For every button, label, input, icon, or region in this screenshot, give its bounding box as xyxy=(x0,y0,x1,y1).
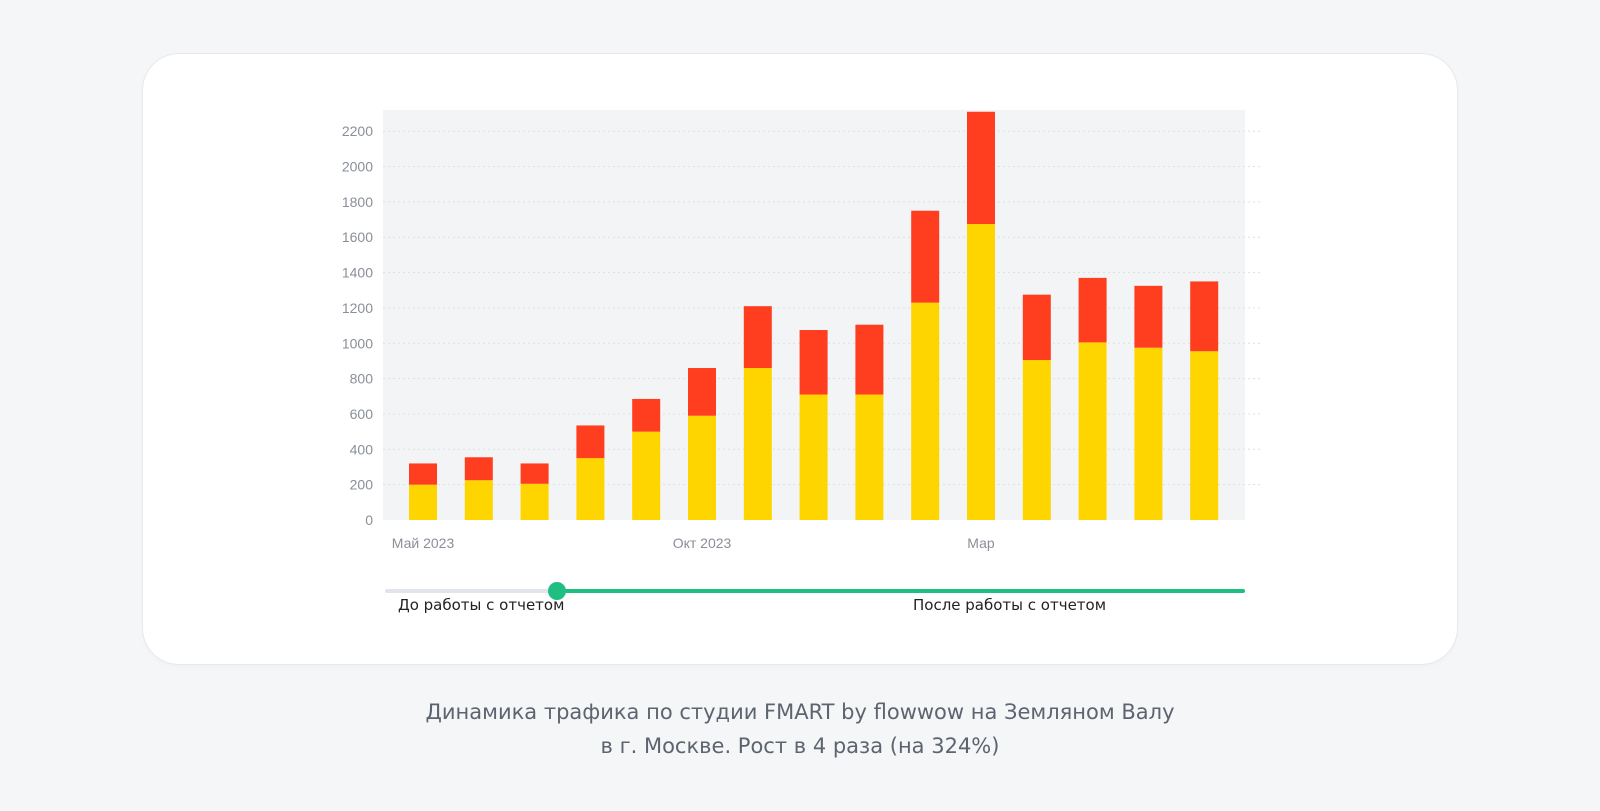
bar-segment-yellow xyxy=(743,368,772,520)
caption-line-1: Динамика трафика по студии FMART by flow… xyxy=(425,700,1175,724)
bar-segment-yellow xyxy=(799,394,828,520)
bar-segment-yellow xyxy=(576,458,605,520)
after-label: После работы с отчетом xyxy=(913,596,1107,614)
bar-segment-yellow xyxy=(967,223,995,521)
y-tick-label: 2000 xyxy=(342,159,373,175)
bar-segment-yellow xyxy=(855,394,884,520)
y-tick-label: 1600 xyxy=(342,229,373,245)
bar-segment-yellow xyxy=(409,484,437,520)
x-tick-label: Окт 2023 xyxy=(673,535,732,551)
caption-line-2: в г. Москве. Рост в 4 раза (на 324%) xyxy=(600,734,1000,758)
bar-segment-red xyxy=(911,210,940,303)
y-tick-label: 600 xyxy=(350,406,374,422)
bar-segment-yellow xyxy=(1134,347,1163,520)
bar-segment-yellow xyxy=(1078,342,1107,520)
bar-segment-red xyxy=(855,324,884,395)
bar-segment-red xyxy=(743,306,772,369)
y-tick-label: 1000 xyxy=(342,335,373,351)
y-tick-label: 1200 xyxy=(342,300,373,316)
slider-handle[interactable] xyxy=(548,582,566,600)
period-slider[interactable] xyxy=(385,582,1245,600)
bar-segment-red xyxy=(1190,281,1219,352)
bar-segment-yellow xyxy=(632,431,661,520)
bar-segment-red xyxy=(632,398,661,432)
y-tick-label: 0 xyxy=(365,512,373,528)
bar-segment-red xyxy=(1134,285,1163,348)
y-tick-label: 400 xyxy=(350,441,374,457)
y-tick-label: 1800 xyxy=(342,194,373,210)
y-tick-label: 200 xyxy=(350,477,374,493)
bar-segment-red xyxy=(464,457,493,481)
chart-card: 0 200 400 600 800 1000 1200 1400 1600 1800 2000 220… xyxy=(143,54,1457,664)
bar-segment-red xyxy=(409,463,437,485)
x-tick-label: Мар xyxy=(967,535,995,551)
bar-segment-yellow xyxy=(1190,351,1219,520)
y-tick-label: 1400 xyxy=(342,265,373,281)
traffic-bar-chart: 0 200 400 600 800 1000 1200 1400 1600 1800 2000 220… xyxy=(342,110,1261,551)
bar-segment-red xyxy=(967,111,995,224)
bar-segment-red xyxy=(1078,277,1107,343)
bar-segment-yellow xyxy=(688,415,716,520)
bar-segment-red xyxy=(799,330,828,395)
slider-active-range xyxy=(557,589,1245,593)
bar-segment-red xyxy=(576,425,605,459)
bar-segment-yellow xyxy=(520,483,549,520)
y-tick-label: 2200 xyxy=(342,123,373,139)
x-tick-label: Май 2023 xyxy=(392,535,455,551)
y-tick-label: 800 xyxy=(350,371,374,387)
chart-caption: Динамика трафика по студии FMART by flow… xyxy=(0,695,1600,763)
before-label: До работы с отчетом xyxy=(398,596,565,614)
bar-segment-red xyxy=(1022,294,1051,361)
bar-segment-yellow xyxy=(911,302,940,520)
bar-segment-yellow xyxy=(1022,360,1051,520)
bar-segment-red xyxy=(520,463,549,484)
bar-segment-yellow xyxy=(464,480,493,520)
bar-segment-red xyxy=(688,368,716,416)
